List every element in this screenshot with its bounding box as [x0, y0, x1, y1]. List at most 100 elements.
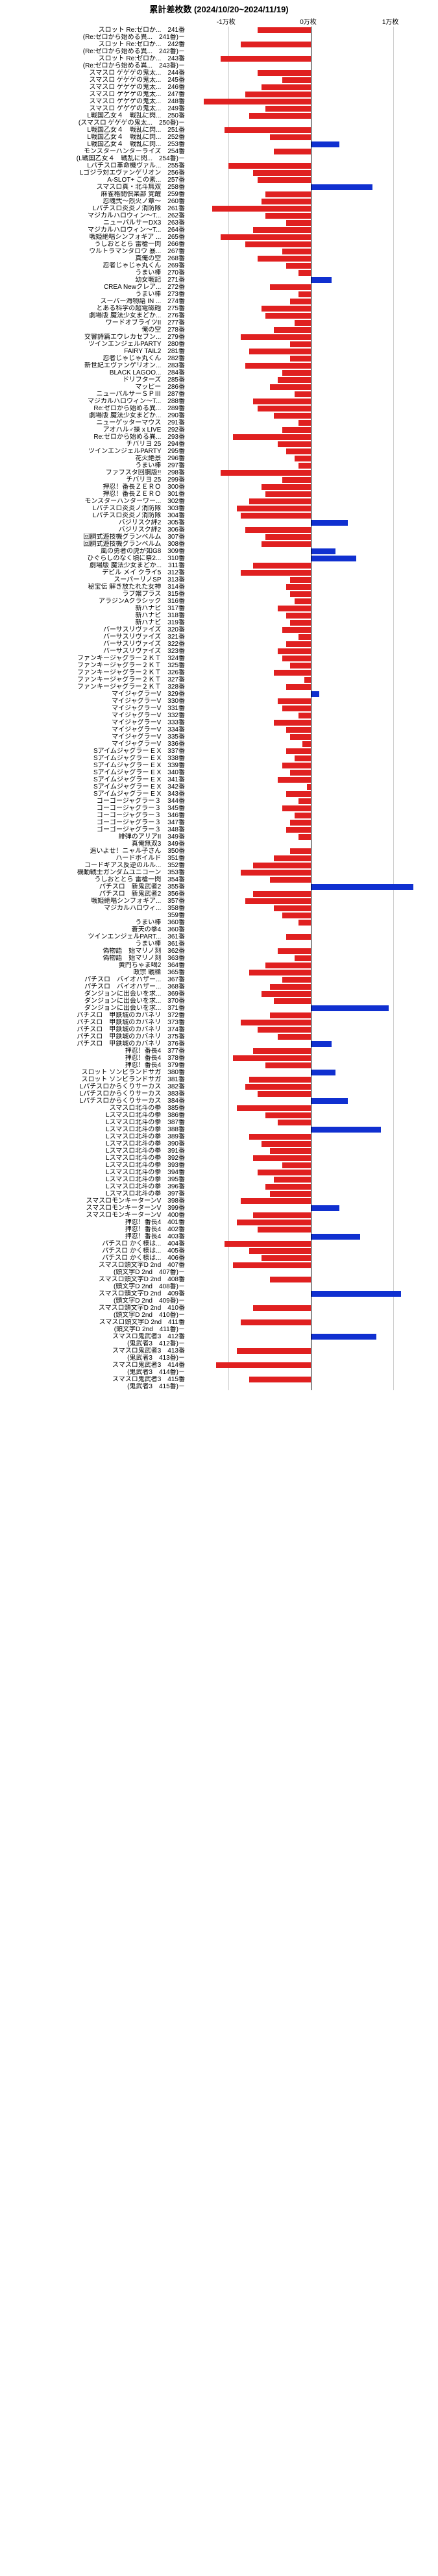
row-plot — [188, 1333, 438, 1340]
row-plot — [188, 1105, 438, 1112]
chart-row: スマスロ鬼武者3 415番 — [0, 1376, 438, 1383]
row-label: ファンキージャグラー２ＫＴ 324番 — [0, 655, 188, 662]
row-plot — [188, 1197, 438, 1205]
bar — [282, 763, 311, 768]
chart-row: うしおととら 雷槍一閃 266番 — [0, 241, 438, 248]
row-label: パチスロ 甲鉄城のカバネリ 372番 — [0, 1012, 188, 1019]
row-plot — [188, 369, 438, 376]
row-label: うしおととら 雷槍一閃 266番 — [0, 241, 188, 248]
row-label: ゴーゴージャグラー３ 347番 — [0, 819, 188, 826]
chart-row: スマスロ頭文字D 2nd 411番 — [0, 1319, 438, 1326]
row-plot — [188, 262, 438, 269]
row-label: (頭文字D 2nd 411番)－ — [0, 1326, 188, 1333]
row-label: マジカルハロウィン～T... 288番 — [0, 398, 188, 405]
bar — [298, 920, 311, 926]
row-plot — [188, 341, 438, 348]
bar — [286, 684, 311, 690]
chart-row: 押忍！番長4 401番 — [0, 1219, 438, 1226]
row-label: スマスロ真・北斗無双 258番 — [0, 184, 188, 191]
chart-row: 劇場版 魔法少女まどか... 311番 — [0, 562, 438, 569]
row-plot — [188, 976, 438, 983]
chart-row: (Re:ゼロから始める異... 242番)－ — [0, 48, 438, 55]
row-plot — [188, 212, 438, 219]
row-plot — [188, 876, 438, 883]
bar — [274, 855, 311, 861]
bar — [298, 634, 311, 640]
row-plot — [188, 919, 438, 926]
row-plot — [188, 983, 438, 990]
chart-row: うまい棒 297番 — [0, 462, 438, 469]
row-plot — [188, 391, 438, 398]
chart-row: A-SLOT+ この素... 257番 — [0, 177, 438, 184]
row-plot — [188, 1119, 438, 1126]
row-plot — [188, 426, 438, 434]
chart-row: ゴーゴージャグラー３ 345番 — [0, 805, 438, 812]
row-label: ラブ嬢プラス 315番 — [0, 591, 188, 598]
row-label: スマスロ頭文字D 2nd 410番 — [0, 1305, 188, 1312]
bar — [253, 1048, 311, 1054]
chart-row: 俺の空 278番 — [0, 326, 438, 334]
row-label: Lスマスロ北斗の拳 394番 — [0, 1169, 188, 1176]
row-plot — [188, 155, 438, 162]
row-plot — [188, 926, 438, 933]
row-label: (頭文字D 2nd 407番)－ — [0, 1269, 188, 1276]
bar — [286, 641, 311, 647]
axis-tick-label: -1万枚 — [217, 16, 236, 26]
bar — [265, 106, 311, 112]
chart-row: バーサスリヴァイズ 320番 — [0, 626, 438, 633]
row-plot — [188, 1169, 438, 1176]
chart-row: Re:ゼロから始める異... 293番 — [0, 434, 438, 441]
bar — [302, 741, 311, 747]
row-plot — [188, 1190, 438, 1197]
row-label: スロット Re:ゼロか... 241番 — [0, 27, 188, 34]
chart-row: バーサスリヴァイズ 321番 — [0, 633, 438, 641]
row-plot — [188, 1297, 438, 1305]
row-plot — [188, 819, 438, 826]
bar — [225, 1241, 311, 1247]
row-plot — [188, 134, 438, 141]
chart-row: パチスロ 新鬼武者2 355番 — [0, 883, 438, 890]
row-label: マイジャグラーV 332番 — [0, 712, 188, 719]
row-plot — [188, 484, 438, 491]
bar — [290, 620, 311, 626]
bar — [253, 399, 311, 404]
chart-row: ファンキージャグラー２ＫＴ 326番 — [0, 669, 438, 676]
row-plot — [188, 862, 438, 869]
bar — [282, 977, 311, 983]
row-label: L戦国乙女４ 戦乱に閃... 250番 — [0, 112, 188, 119]
row-label: (鬼武者3 414番)－ — [0, 1369, 188, 1376]
chart-row: マイジャグラーV 335番 — [0, 733, 438, 741]
row-label: ツインエンジェルPARTY 295番 — [0, 448, 188, 455]
row-plot — [188, 69, 438, 77]
row-label: 押忍！番長4 403番 — [0, 1233, 188, 1240]
bar — [262, 199, 311, 204]
bar — [265, 534, 311, 540]
chart-row: (L戦国乙女４ 戦乱に閃... 254番)－ — [0, 155, 438, 162]
row-label: モンスターハンターワー... 302番 — [0, 498, 188, 505]
row-plot — [188, 562, 438, 569]
bar — [253, 563, 311, 569]
row-plot — [188, 883, 438, 890]
bar — [282, 705, 311, 711]
chart-row: とある科学の超電磁砲 275番 — [0, 305, 438, 312]
row-plot — [188, 519, 438, 526]
row-label: パチスロ かく様は... 406番 — [0, 1255, 188, 1262]
row-plot — [188, 1290, 438, 1297]
bar — [258, 177, 311, 183]
row-label: バーサスリヴァイズ 320番 — [0, 626, 188, 633]
bar — [245, 898, 311, 904]
chart-row: 偽物語 始マリノ刻 362番 — [0, 948, 438, 955]
chart-row: (頭文字D 2nd 409番)－ — [0, 1297, 438, 1305]
row-plot — [188, 77, 438, 84]
bar — [233, 1055, 311, 1061]
chart-row: マイジャグラーV 336番 — [0, 741, 438, 748]
chart-row: バジリスク絆2 306番 — [0, 526, 438, 534]
row-plot — [188, 376, 438, 384]
row-label: BLACK LAGOO... 284番 — [0, 369, 188, 376]
row-plot — [188, 41, 438, 48]
chart-row: スロット ソンビランドサガ 381番 — [0, 1076, 438, 1083]
chart-row: 麻雀格闘倶楽部 覚醒 259番 — [0, 191, 438, 198]
bar-chart: 累計差枚数 (2024/10/20~2024/11/19) -1万枚0万枚1万枚… — [0, 0, 438, 1390]
row-label: スロット ソンビランドサガ 381番 — [0, 1076, 188, 1083]
bar — [286, 448, 311, 454]
